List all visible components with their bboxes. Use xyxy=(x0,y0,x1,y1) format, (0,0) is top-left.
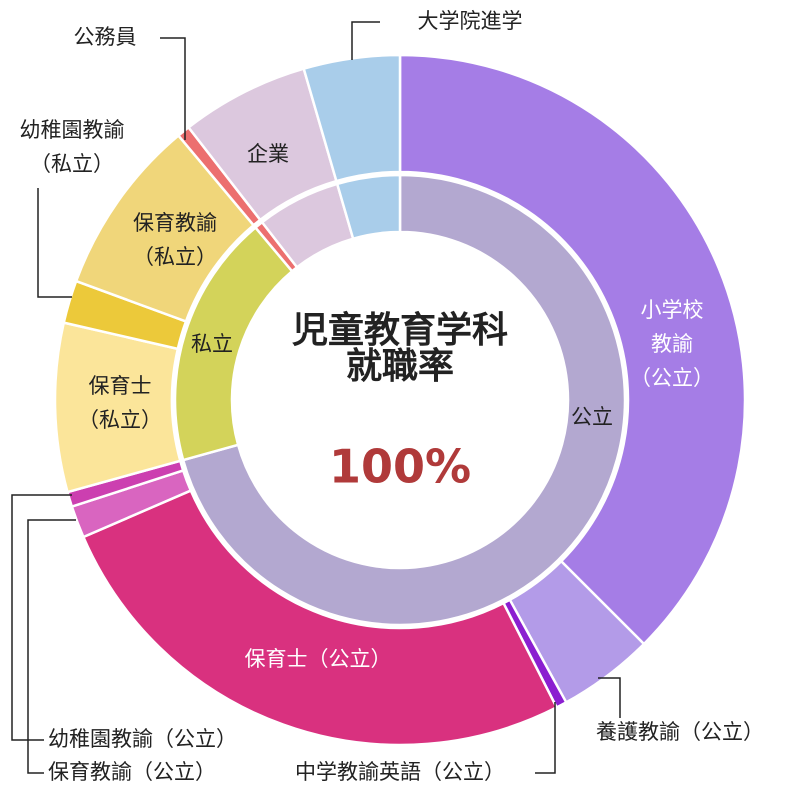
segment-label: 養護教諭（公立） xyxy=(596,720,764,744)
segment xyxy=(335,173,402,241)
segment-label: 保育士（公立） xyxy=(245,647,392,671)
leader-line xyxy=(11,494,72,741)
leader-line xyxy=(37,188,72,298)
segment-label: 公務員 xyxy=(74,25,137,49)
labels: 小学校教諭（公立） 養護教諭（公立） 中学教諭英語（公立） 保育士（公立） 保育教諭（公… xyxy=(11,9,764,784)
center-title: 児童教育学科就職率 xyxy=(292,309,508,387)
segment-label: 幼稚園教諭（公立） xyxy=(48,727,237,751)
leader-line xyxy=(598,677,621,718)
segment-label: 保育教諭（私立） xyxy=(133,211,217,269)
segment xyxy=(398,53,747,646)
segment-label: 中学教諭英語（公立） xyxy=(295,760,505,784)
segment xyxy=(302,53,402,183)
leader-line xyxy=(27,519,76,774)
leader-line xyxy=(535,702,556,774)
segment-label: 保育士（私立） xyxy=(78,374,162,432)
segment-label: 大学院進学 xyxy=(418,9,523,33)
segment-label: 幼稚園教諭（私立） xyxy=(20,118,125,176)
segment-label: 小学校教諭（公立） xyxy=(630,298,714,390)
rings xyxy=(53,53,747,747)
leader-line xyxy=(351,21,380,60)
segment-label: 保育教諭（公立） xyxy=(48,760,216,784)
leader-line xyxy=(160,37,186,140)
segment-label: 公立 xyxy=(571,405,613,429)
segment xyxy=(81,488,559,747)
segment-label: 企業 xyxy=(247,142,289,166)
segment xyxy=(181,173,627,627)
center-value: 100% xyxy=(329,440,471,494)
segment-label: 私立 xyxy=(191,332,233,356)
